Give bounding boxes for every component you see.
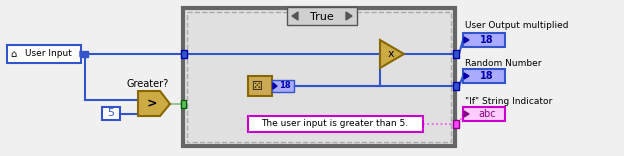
- Bar: [272, 80, 294, 92]
- Bar: [181, 100, 186, 108]
- Text: 18: 18: [279, 81, 291, 90]
- Text: abc: abc: [478, 109, 496, 119]
- Polygon shape: [292, 12, 298, 20]
- FancyBboxPatch shape: [7, 45, 81, 63]
- Polygon shape: [346, 12, 352, 20]
- Text: >: >: [147, 97, 157, 110]
- Polygon shape: [273, 83, 277, 89]
- Bar: [463, 69, 505, 83]
- Text: True: True: [310, 12, 334, 22]
- Text: Random Number: Random Number: [465, 58, 542, 68]
- Bar: [181, 50, 187, 58]
- Text: 18: 18: [480, 35, 494, 45]
- Text: ⌂: ⌂: [10, 49, 16, 59]
- Polygon shape: [464, 73, 469, 79]
- Bar: [453, 82, 459, 90]
- Polygon shape: [464, 37, 469, 43]
- Bar: [463, 107, 505, 121]
- Text: Greater?: Greater?: [127, 79, 169, 89]
- Text: 18: 18: [480, 71, 494, 81]
- Text: The user input is greater than 5.: The user input is greater than 5.: [261, 119, 409, 129]
- Bar: [102, 107, 120, 120]
- Polygon shape: [464, 111, 469, 117]
- Polygon shape: [380, 40, 404, 68]
- FancyBboxPatch shape: [287, 7, 357, 25]
- Bar: [248, 116, 423, 132]
- Bar: [453, 50, 459, 58]
- Text: 5: 5: [107, 109, 114, 119]
- Bar: [248, 76, 272, 96]
- Polygon shape: [80, 51, 85, 57]
- Text: "If" String Indicator: "If" String Indicator: [465, 97, 552, 105]
- Bar: [187, 12, 451, 142]
- Bar: [453, 120, 459, 128]
- Text: User Output multiplied: User Output multiplied: [465, 22, 568, 31]
- Text: User Input: User Input: [24, 49, 71, 58]
- Text: ⚄: ⚄: [251, 80, 263, 93]
- Text: x: x: [388, 49, 394, 59]
- Bar: [463, 33, 505, 47]
- Polygon shape: [138, 91, 170, 116]
- Bar: [183, 8, 455, 146]
